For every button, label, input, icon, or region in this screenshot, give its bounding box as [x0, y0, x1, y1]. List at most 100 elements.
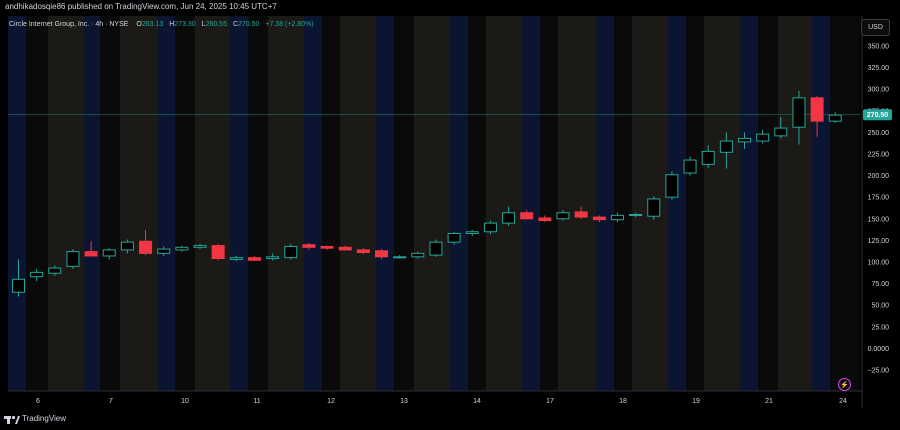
candle[interactable] [792, 90, 806, 145]
candle-body [102, 249, 116, 257]
candle-body [502, 212, 516, 224]
candle-body [810, 97, 824, 122]
candle-body [193, 245, 207, 248]
currency-button[interactable]: USD [861, 19, 890, 36]
candle[interactable] [502, 206, 516, 226]
candle[interactable] [592, 215, 606, 223]
price-tick-label: 200.00 [868, 173, 890, 180]
candle[interactable] [756, 129, 770, 144]
low-value: 260.55 [206, 21, 228, 28]
candle[interactable] [84, 241, 98, 257]
candle[interactable] [157, 246, 171, 256]
candle[interactable] [375, 249, 388, 260]
candle-body [774, 127, 788, 137]
candle-body [266, 256, 280, 260]
candle[interactable] [193, 243, 207, 250]
time-tick-label: 17 [546, 398, 554, 405]
candle-body [538, 217, 552, 222]
session-band [120, 16, 158, 391]
candle-body [411, 252, 425, 258]
session-band [778, 16, 812, 391]
candle-body [393, 256, 407, 259]
candle-body [48, 267, 62, 274]
candle[interactable] [719, 132, 733, 169]
candle[interactable] [320, 245, 334, 250]
candle-body [520, 212, 534, 220]
price-tick-label: 50.00 [871, 303, 889, 310]
candle[interactable] [701, 145, 715, 168]
candle[interactable] [683, 156, 697, 176]
session-band [195, 16, 230, 391]
candle[interactable] [338, 245, 352, 251]
candle[interactable] [665, 171, 679, 200]
candle[interactable] [629, 212, 643, 218]
candle-body [139, 240, 153, 254]
candle[interactable] [465, 230, 479, 237]
candle[interactable] [12, 259, 25, 297]
candle[interactable] [574, 206, 588, 219]
candle[interactable] [102, 248, 116, 260]
candle[interactable] [284, 243, 298, 260]
time-tick-label: 11 [253, 398, 260, 405]
price-tick-label: 225.00 [868, 152, 890, 159]
open-value: 263.13 [142, 21, 164, 28]
footer-bar [0, 409, 900, 430]
candle-body [229, 257, 243, 260]
candle-body [792, 97, 806, 128]
candle[interactable] [247, 255, 261, 262]
lightning-icon[interactable]: ⚡ [838, 378, 851, 391]
price-axis[interactable]: 350.00325.00300.00275.00250.00225.00200.… [867, 44, 889, 375]
candle[interactable] [810, 96, 824, 137]
candle-body [356, 249, 370, 253]
publish-bar: andhikadosqie86 published on TradingView… [0, 0, 900, 16]
candle-body [756, 133, 770, 142]
candle[interactable] [139, 230, 153, 256]
last-price-tag: 270.50 [863, 109, 892, 121]
session-band [450, 16, 468, 391]
price-tick-label: 0.0000 [868, 346, 890, 353]
candle[interactable] [447, 231, 461, 245]
candle-body [84, 251, 98, 257]
session-band [522, 16, 540, 391]
candle[interactable] [266, 253, 280, 261]
candle[interactable] [229, 255, 243, 262]
session-band [8, 16, 26, 391]
candle[interactable] [828, 112, 842, 123]
candle[interactable] [175, 245, 189, 252]
session-band [268, 16, 304, 391]
candle-body [719, 140, 733, 153]
candle[interactable] [302, 242, 316, 250]
candle[interactable] [520, 210, 534, 220]
candle[interactable] [120, 239, 134, 254]
time-tick-label: 14 [473, 398, 481, 405]
time-tick-label: 12 [327, 398, 335, 405]
tradingview-logo-icon[interactable] [4, 414, 20, 425]
candle-body [12, 278, 25, 293]
candle[interactable] [774, 116, 788, 139]
candle[interactable] [66, 249, 80, 269]
candle[interactable] [30, 268, 44, 282]
candle[interactable] [738, 132, 751, 149]
time-axis[interactable]: 6 7 10 11 12 13 14 17 18 19 21 24 [36, 398, 847, 405]
session-band [158, 16, 175, 391]
candle[interactable] [556, 210, 570, 221]
candle[interactable] [483, 220, 497, 235]
candle-body [66, 251, 80, 267]
candle[interactable] [48, 265, 62, 276]
candle[interactable] [538, 215, 552, 223]
candle[interactable] [429, 239, 443, 257]
candle-body [465, 231, 479, 234]
session-band [758, 16, 778, 391]
candle[interactable] [411, 251, 425, 259]
candle[interactable] [647, 196, 661, 220]
candle[interactable] [356, 248, 370, 255]
price-tick-label: 300.00 [868, 87, 890, 94]
candle[interactable] [393, 255, 407, 259]
candle[interactable] [610, 212, 624, 223]
candle-body [665, 174, 679, 198]
candle[interactable] [211, 243, 225, 261]
candle-body [592, 216, 606, 221]
brand-name[interactable]: TradingView [22, 414, 67, 423]
candle-body [302, 244, 316, 248]
